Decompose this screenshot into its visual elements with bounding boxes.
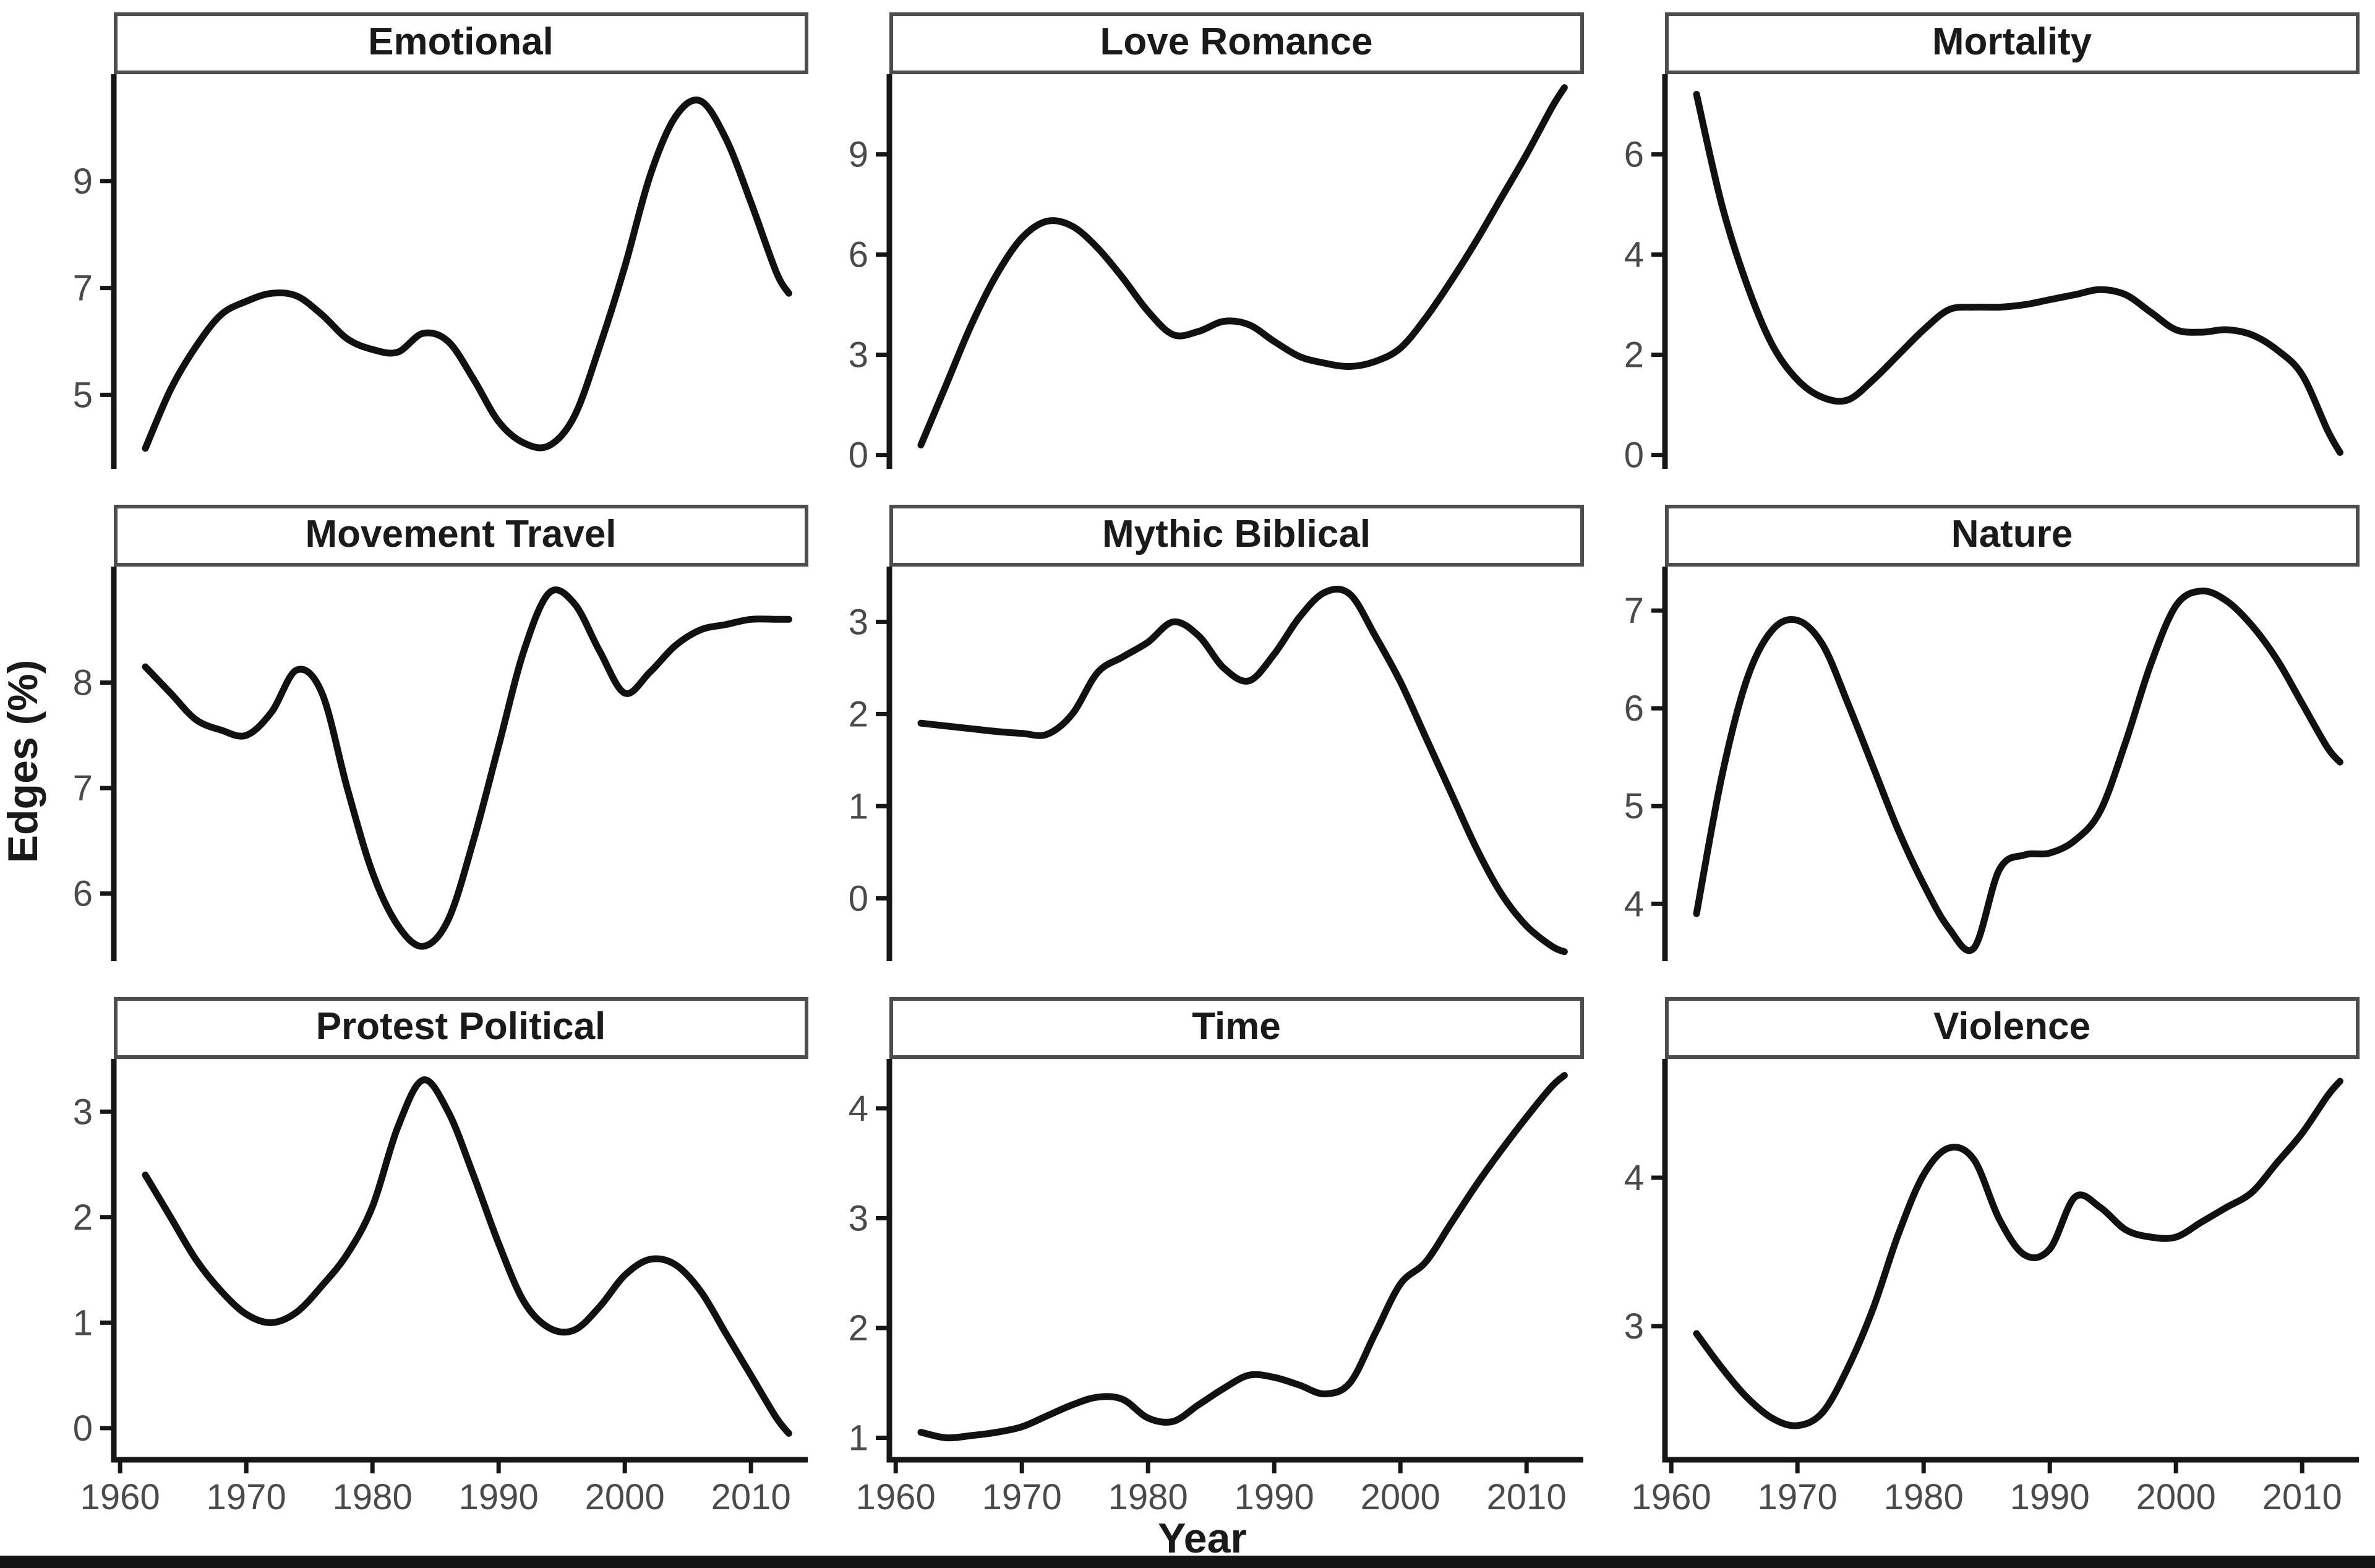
facet-emotional: Emotional 5 7 9 — [73, 12, 808, 469]
facet-protest-political: Protest Political 0 1 2 3 1960 1970 1980 1990 200… — [73, 997, 808, 1517]
y-axis-title: Edges (%) — [0, 659, 46, 863]
y-tick-label: 7 — [1624, 591, 1644, 631]
facet-title: Violence — [1933, 1005, 2090, 1048]
x-tick-label: 1990 — [459, 1477, 539, 1517]
y-tick-label: 3 — [1624, 1306, 1644, 1347]
y-tick-label: 5 — [1624, 786, 1644, 826]
y-tick-label: 9 — [73, 161, 93, 202]
y-tick-label: 5 — [73, 375, 93, 415]
x-tick-label: 2010 — [2262, 1477, 2342, 1517]
y-tick-label: 3 — [849, 1198, 868, 1238]
facet-movement-travel: Movement Travel 6 7 8 — [73, 505, 808, 961]
trend-line — [917, 586, 1568, 956]
facet-strip — [1665, 505, 2360, 567]
x-tick-label: 1970 — [982, 1477, 1062, 1517]
x-tick-label: 1960 — [856, 1477, 936, 1517]
y-tick-label: 7 — [73, 268, 93, 309]
x-tick-label: 2010 — [1487, 1477, 1567, 1517]
y-tick-label: 0 — [73, 1408, 93, 1449]
facet-title: Emotional — [368, 20, 554, 63]
y-tick-label: 2 — [849, 694, 868, 734]
facet-title: Mortality — [1932, 20, 2092, 63]
y-tick-label: 6 — [849, 235, 868, 275]
x-tick-label: 1960 — [1632, 1477, 1711, 1517]
trend-line — [917, 1072, 1568, 1442]
x-tick-label: 1980 — [1884, 1477, 1964, 1517]
y-tick-label: 8 — [73, 663, 93, 703]
facet-love-romance: Love Romance 0 3 6 9 — [849, 12, 1584, 469]
y-tick-label: 4 — [1624, 884, 1644, 924]
facet-title: Time — [1192, 1005, 1281, 1048]
x-tick-label: 1980 — [333, 1477, 413, 1517]
y-tick-label: 6 — [1624, 135, 1644, 175]
bottom-bar — [0, 1556, 2375, 1568]
x-tick-label: 1990 — [2010, 1477, 2090, 1517]
facet-title: Movement Travel — [305, 513, 616, 555]
facet-violence: Violence 3 4 1960 1970 1980 1990 2000 2010 — [1624, 997, 2360, 1517]
facet-title: Love Romance — [1100, 20, 1372, 63]
facet-strip — [1665, 12, 2360, 74]
y-tick-label: 2 — [849, 1308, 868, 1348]
x-tick-label: 2010 — [711, 1477, 791, 1517]
facet-title: Protest Political — [316, 1005, 606, 1048]
y-tick-label: 2 — [1624, 335, 1644, 375]
facet-strip — [889, 997, 1584, 1059]
y-tick-label: 1 — [849, 786, 868, 826]
y-tick-label: 1 — [73, 1303, 93, 1343]
y-tick-label: 3 — [849, 335, 868, 375]
y-tick-label: 0 — [1624, 435, 1644, 469]
y-tick-label: 2 — [73, 1197, 93, 1238]
trend-line — [917, 84, 1568, 448]
facet-strip — [1665, 997, 2360, 1059]
facet-strip — [114, 12, 808, 74]
x-tick-label: 1990 — [1235, 1477, 1314, 1517]
trend-line — [142, 586, 792, 950]
x-tick-label: 1980 — [1108, 1477, 1188, 1517]
facet-title: Nature — [1951, 513, 2073, 555]
facet-strip — [889, 12, 1584, 74]
x-tick-label: 1970 — [207, 1477, 286, 1517]
x-tick-label: 1970 — [1758, 1477, 1838, 1517]
x-axis-title: Year — [1158, 1515, 1247, 1562]
facet-mythic-biblical: Mythic Biblical 0 1 2 3 — [849, 505, 1584, 961]
y-tick-label: 7 — [73, 768, 93, 808]
facet-strip — [114, 997, 808, 1059]
y-tick-label: 3 — [73, 1092, 93, 1132]
trend-line — [1693, 1077, 2343, 1429]
facet-time: Time 1 2 3 4 1960 1970 1980 1990 2000 2010 — [849, 997, 1584, 1517]
y-tick-label: 0 — [849, 878, 868, 919]
y-tick-label: 0 — [849, 435, 868, 469]
x-tick-label: 2000 — [585, 1477, 665, 1517]
facet-nature: Nature 4 5 6 7 — [1624, 505, 2360, 961]
y-tick-label: 1 — [849, 1418, 868, 1458]
facet-title: Mythic Biblical — [1102, 513, 1371, 555]
facet-strip — [114, 505, 808, 567]
y-tick-label: 4 — [1624, 235, 1644, 275]
trend-line — [142, 1076, 792, 1437]
trend-line — [142, 96, 792, 452]
facet-strip — [889, 505, 1584, 567]
x-tick-label: 2000 — [1361, 1477, 1440, 1517]
y-tick-label: 9 — [849, 135, 868, 175]
y-tick-label: 4 — [1624, 1158, 1644, 1198]
trend-line — [1693, 90, 2343, 456]
x-tick-label: 1960 — [80, 1477, 160, 1517]
y-tick-label: 3 — [849, 602, 868, 642]
x-tick-label: 2000 — [2136, 1477, 2216, 1517]
facet-grid: Emotional 5 7 9 Love Romance 0 3 6 9 Mortality 0 2 4… — [73, 12, 2360, 1517]
y-tick-label: 6 — [1624, 688, 1644, 729]
y-tick-label: 6 — [73, 874, 93, 914]
trend-line — [1693, 587, 2343, 954]
y-tick-label: 4 — [849, 1089, 868, 1129]
facet-mortality: Mortality 0 2 4 6 — [1624, 12, 2360, 469]
